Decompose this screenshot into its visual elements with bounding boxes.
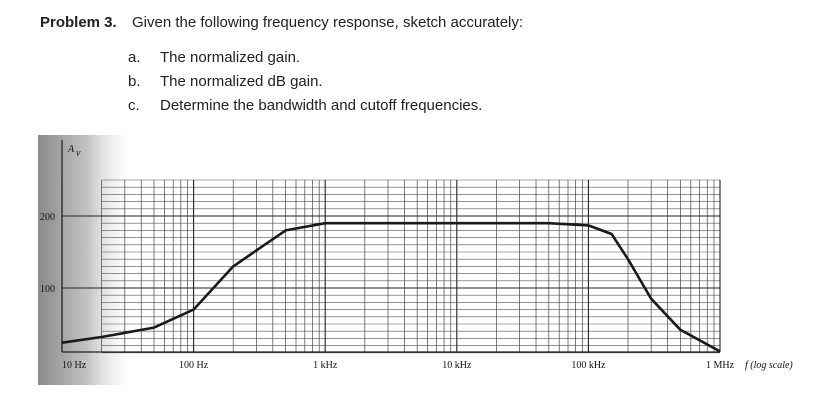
problem-text: Given the following frequency response, …	[132, 14, 523, 31]
scan-shade	[38, 135, 138, 385]
x-tick-label: 1 kHz	[313, 360, 338, 371]
item-text: The normalized gain.	[160, 49, 300, 66]
y-axis-label: A	[67, 144, 75, 155]
y-axis-label-subscript: v	[76, 148, 81, 159]
item-text: The normalized dB gain.	[160, 73, 323, 90]
x-axis-label: f (log scale)	[745, 360, 793, 371]
x-tick-label: 100 Hz	[179, 360, 209, 371]
x-tick-label: 10 Hz	[62, 360, 87, 371]
problem-label: Problem 3.	[40, 14, 117, 31]
y-tick-label: 200	[40, 212, 55, 223]
item-text: Determine the bandwidth and cutoff frequ…	[160, 97, 482, 114]
item-letter: c.	[128, 97, 140, 114]
y-tick-label: 100	[40, 284, 55, 295]
response-curve	[61, 221, 721, 353]
x-tick-label: 100 kHz	[571, 360, 606, 371]
item-letter: b.	[128, 73, 141, 90]
x-tick-label: 1 MHz	[706, 360, 735, 371]
x-tick-label: 10 kHz	[442, 360, 472, 371]
item-letter: a.	[128, 49, 141, 66]
